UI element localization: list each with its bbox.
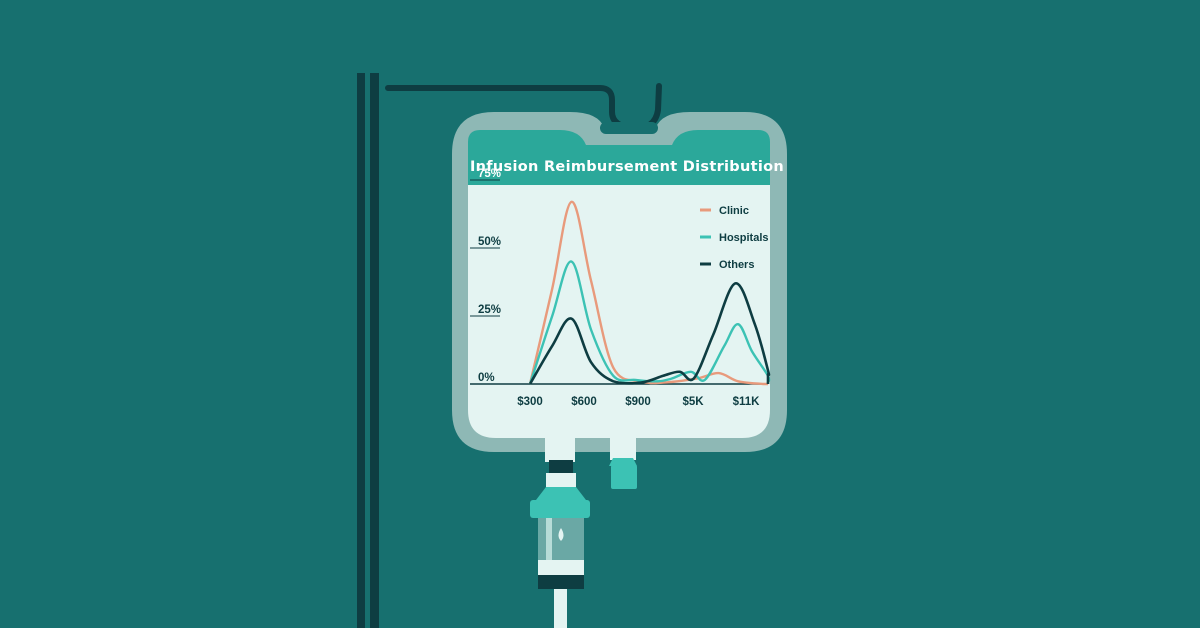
legend-label-others: Others	[719, 259, 754, 271]
chart-title: Infusion Reimbursement Distribution	[470, 159, 784, 175]
chart-header	[468, 130, 770, 185]
y-tick-label: 25%	[478, 304, 501, 316]
x-tick-label: $600	[571, 396, 597, 408]
chart-legend: Clinic Hospitals Others	[700, 205, 769, 271]
bag-port-left	[545, 436, 575, 462]
iv-tube	[554, 589, 567, 628]
chart-panel	[468, 185, 770, 438]
x-tick-label: $300	[517, 396, 543, 408]
x-tick-label: $900	[625, 396, 651, 408]
bag-hang-slot	[600, 122, 658, 134]
droplet-icon	[558, 528, 564, 541]
y-tick-label: 50%	[478, 236, 501, 248]
legend-label-clinic: Clinic	[719, 205, 749, 217]
x-tick-label: $11K	[733, 396, 761, 408]
x-tick-label: $5K	[682, 396, 704, 408]
series-line-others	[528, 282, 771, 385]
y-tick-label: 0%	[478, 372, 495, 384]
plot-area: 75% 50% 25% 0% $300 $600 $900 $5K $11K	[470, 168, 771, 408]
series-line-hospitals	[528, 260, 771, 385]
bag-port-right	[610, 436, 636, 460]
y-tick-label: 75%	[478, 168, 501, 180]
iv-bag	[452, 112, 787, 489]
drip-chamber	[530, 460, 590, 628]
legend-label-hospitals: Hospitals	[719, 232, 769, 244]
